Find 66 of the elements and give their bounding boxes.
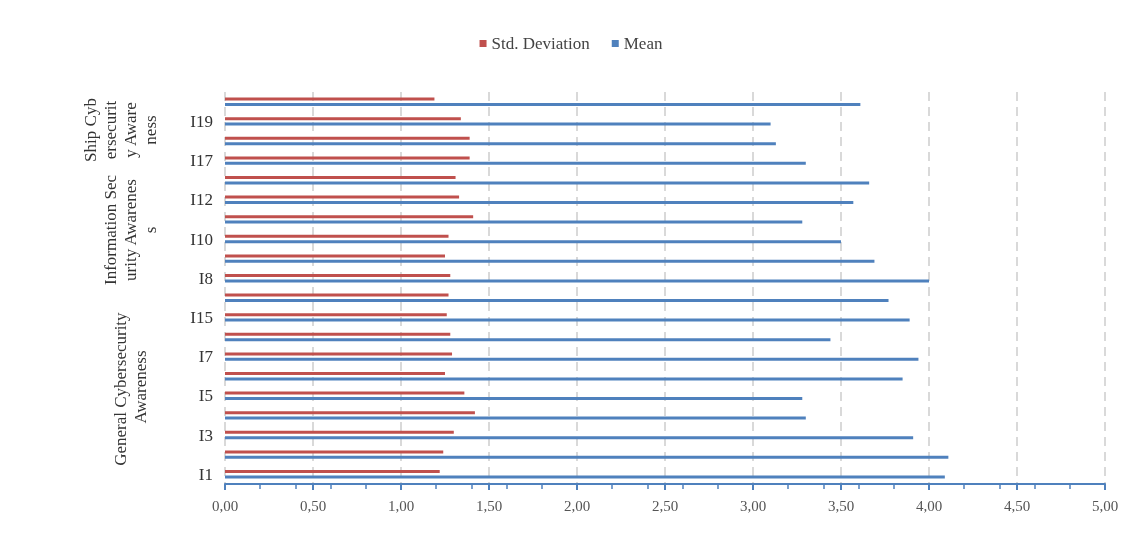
bar — [225, 338, 831, 342]
bar — [225, 470, 440, 473]
bar — [225, 117, 461, 121]
bar — [225, 176, 456, 179]
y-tick-label: I3 — [198, 425, 213, 445]
bar — [225, 161, 806, 165]
x-tick-label: 2,00 — [563, 497, 591, 514]
bar — [225, 430, 454, 434]
x-tick-label: 1,50 — [475, 497, 503, 514]
bar — [225, 352, 453, 356]
text: Ship Cybersecurity Awareness — [80, 98, 160, 162]
x-tick-label: 4,50 — [1003, 497, 1031, 514]
bar — [225, 372, 445, 375]
x-tick-label: 3,00 — [739, 497, 767, 514]
y-tick-label: I7 — [198, 347, 214, 367]
bar — [225, 357, 919, 361]
bar — [225, 279, 929, 283]
legend-label: Mean — [623, 34, 663, 53]
bar — [225, 332, 451, 336]
y-tick-label: I17 — [190, 151, 214, 171]
bar — [225, 195, 460, 199]
bar — [225, 411, 475, 415]
bar — [225, 122, 771, 126]
bar — [225, 416, 806, 420]
legend-label: Std. Deviation — [491, 34, 591, 53]
y-tick-label: I12 — [190, 190, 213, 210]
bar — [225, 97, 435, 101]
bar — [225, 234, 449, 238]
x-tick-label: 0,00 — [211, 497, 239, 514]
y-tick-label: I19 — [190, 111, 213, 131]
bar — [225, 136, 470, 140]
bar — [225, 293, 449, 297]
bar — [225, 181, 870, 185]
y-tick-label: I15 — [190, 307, 213, 327]
bar — [225, 156, 470, 160]
bar — [225, 299, 889, 302]
text: Information Security Awareness — [100, 174, 160, 285]
bar — [225, 215, 474, 219]
bar — [225, 142, 776, 146]
bar — [225, 377, 903, 381]
y-tick-label: I5 — [198, 386, 213, 406]
bar — [225, 240, 841, 244]
text: General Cybersecurity Awareness — [110, 308, 150, 466]
bar — [225, 450, 444, 454]
bar — [225, 318, 910, 322]
y-tick-label: I1 — [198, 464, 213, 484]
bar — [225, 436, 914, 440]
bar — [225, 103, 861, 106]
y-tick-label: I10 — [190, 229, 213, 249]
bar — [225, 313, 447, 317]
x-tick-label: 0,50 — [299, 497, 327, 514]
x-tick-label: 5,00 — [1091, 497, 1119, 514]
bar — [225, 254, 445, 258]
x-tick-label: 3,50 — [827, 497, 855, 514]
bar — [225, 391, 465, 395]
x-tick-label: 1,00 — [387, 497, 415, 514]
bar — [225, 201, 854, 204]
x-tick-label: 4,00 — [915, 497, 943, 514]
bar — [225, 274, 451, 277]
bar — [225, 397, 803, 400]
bar — [225, 455, 949, 459]
bar — [225, 259, 875, 263]
x-tick-label: 2,50 — [651, 497, 679, 514]
bar — [225, 475, 945, 479]
y-tick-label: I8 — [198, 268, 213, 288]
bar — [225, 220, 803, 224]
